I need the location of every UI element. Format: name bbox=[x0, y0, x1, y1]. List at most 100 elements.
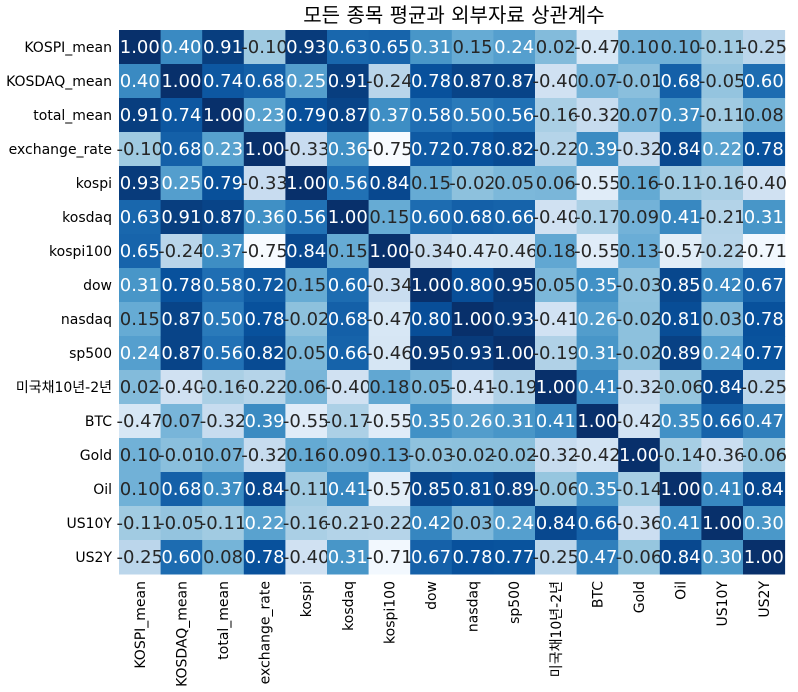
cell-value-label: 0.15 bbox=[369, 207, 409, 228]
cell-value-label: 0.24 bbox=[702, 343, 742, 364]
heatmap-cell bbox=[119, 98, 162, 133]
heatmap-cell bbox=[535, 506, 578, 541]
cell-value-label: 0.65 bbox=[369, 37, 409, 58]
heatmap-cell bbox=[451, 540, 494, 575]
cell-value-label: -0.40 bbox=[741, 173, 788, 194]
cell-value-label: -0.17 bbox=[325, 411, 372, 432]
heatmap-cell bbox=[202, 64, 245, 99]
cell-value-label: 0.93 bbox=[453, 343, 493, 364]
heatmap-cell bbox=[493, 302, 536, 337]
cell-value-label: 0.16 bbox=[619, 173, 659, 194]
heatmap-cell bbox=[202, 370, 245, 405]
heatmap-cell bbox=[493, 268, 536, 303]
heatmap-cell bbox=[285, 506, 328, 541]
column-tick-label: kospi bbox=[299, 581, 315, 617]
heatmap-cell bbox=[451, 506, 494, 541]
cell-value-label: -0.40 bbox=[533, 207, 580, 228]
heatmap-cell bbox=[119, 336, 162, 371]
cell-value-label: 0.79 bbox=[203, 173, 243, 194]
cell-value-label: 0.41 bbox=[661, 513, 701, 534]
heatmap-cell bbox=[743, 234, 786, 269]
cell-value-label: -0.32 bbox=[533, 445, 580, 466]
heatmap-cell bbox=[285, 540, 328, 575]
cell-value-label: -0.47 bbox=[574, 37, 621, 58]
cell-value-label: 0.78 bbox=[744, 139, 784, 160]
cell-value-label: 0.07 bbox=[161, 411, 201, 432]
cell-value-label: 0.07 bbox=[577, 71, 617, 92]
heatmap-cell bbox=[410, 64, 453, 99]
cell-value-label: 0.23 bbox=[203, 139, 243, 160]
heatmap-cell bbox=[701, 200, 744, 235]
heatmap-cell bbox=[701, 506, 744, 541]
heatmap-cell bbox=[701, 336, 744, 371]
heatmap-cell bbox=[119, 302, 162, 337]
cell-value-label: -0.32 bbox=[616, 139, 663, 160]
heatmap-cell bbox=[743, 540, 786, 575]
heatmap-cell bbox=[659, 268, 702, 303]
cell-value-label: 0.82 bbox=[245, 343, 285, 364]
heatmap-cell bbox=[576, 98, 619, 133]
heatmap-cell bbox=[410, 98, 453, 133]
cell-value-label: 0.56 bbox=[328, 173, 368, 194]
cell-value-label: 0.13 bbox=[369, 445, 409, 466]
cell-value-label: -0.02 bbox=[616, 309, 663, 330]
heatmap-cell bbox=[451, 370, 494, 405]
heatmap-cell bbox=[659, 370, 702, 405]
row-tick-label: kospi100 bbox=[49, 244, 112, 260]
heatmap-cell bbox=[576, 268, 619, 303]
heatmap-cell bbox=[368, 438, 411, 473]
heatmap-cell bbox=[243, 302, 286, 337]
cell-value-label: -0.47 bbox=[117, 411, 164, 432]
heatmap-cell bbox=[701, 30, 744, 65]
cell-value-label: 0.84 bbox=[661, 547, 701, 568]
cell-value-label: 0.40 bbox=[120, 71, 160, 92]
heatmap-cell bbox=[576, 336, 619, 371]
heatmap-cell bbox=[368, 336, 411, 371]
heatmap-cell bbox=[576, 200, 619, 235]
heatmap-cell bbox=[659, 64, 702, 99]
heatmap-cell bbox=[160, 506, 203, 541]
heatmap-cell bbox=[202, 506, 245, 541]
heatmap-cell bbox=[618, 336, 661, 371]
cell-value-label: 0.15 bbox=[286, 275, 326, 296]
cell-value-label: 0.84 bbox=[286, 241, 326, 262]
heatmap-cell bbox=[202, 200, 245, 235]
heatmap-cell bbox=[576, 404, 619, 439]
column-tick-label: sp500 bbox=[507, 581, 523, 624]
heatmap-cell bbox=[160, 540, 203, 575]
heatmap-cell bbox=[119, 370, 162, 405]
heatmap-cell bbox=[618, 268, 661, 303]
cell-value-label: -0.05 bbox=[158, 513, 205, 534]
cell-value-label: 0.15 bbox=[328, 241, 368, 262]
column-tick-label: Oil bbox=[674, 581, 690, 600]
cell-value-label: 0.78 bbox=[453, 547, 493, 568]
heatmap-cell bbox=[410, 132, 453, 167]
cell-value-label: 0.79 bbox=[286, 105, 326, 126]
heatmap-cell bbox=[119, 234, 162, 269]
row-tick-label: kosdaq bbox=[62, 210, 112, 226]
heatmap-cell bbox=[160, 98, 203, 133]
cell-value-label: 1.00 bbox=[577, 411, 617, 432]
cell-value-label: -0.32 bbox=[616, 377, 663, 398]
heatmap-cell bbox=[743, 132, 786, 167]
cell-value-label: 0.80 bbox=[453, 275, 493, 296]
cell-value-label: 0.74 bbox=[161, 105, 201, 126]
heatmap-cell bbox=[743, 370, 786, 405]
cell-value-label: -0.06 bbox=[533, 479, 580, 500]
row-tick-label: kospi bbox=[76, 176, 112, 192]
cell-value-label: 1.00 bbox=[328, 207, 368, 228]
cell-value-label: 0.05 bbox=[494, 173, 534, 194]
heatmap-cell bbox=[243, 336, 286, 371]
cell-value-label: -0.41 bbox=[533, 309, 580, 330]
heatmap-cell bbox=[243, 506, 286, 541]
heatmap-cell bbox=[535, 166, 578, 201]
heatmap-cell bbox=[618, 200, 661, 235]
heatmap-cell bbox=[327, 472, 370, 507]
heatmap-cell bbox=[327, 336, 370, 371]
heatmap-cell bbox=[535, 438, 578, 473]
heatmap-cell bbox=[659, 234, 702, 269]
heatmap-cell bbox=[119, 200, 162, 235]
heatmap-cell bbox=[535, 540, 578, 575]
row-tick-label: Oil bbox=[93, 482, 112, 498]
cell-value-label: 0.10 bbox=[661, 37, 701, 58]
